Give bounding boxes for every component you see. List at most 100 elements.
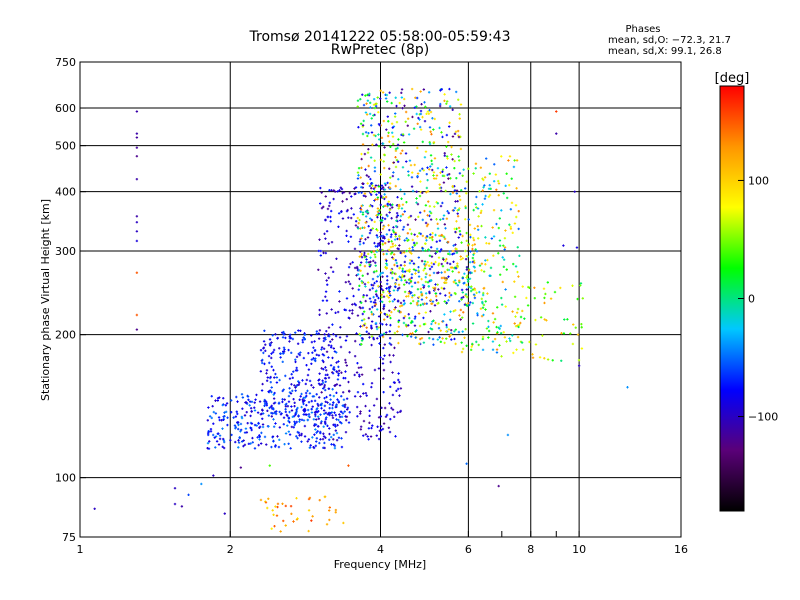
data-point: [436, 283, 439, 286]
data-point: [436, 167, 440, 170]
data-point: [230, 399, 233, 402]
data-point: [323, 232, 326, 236]
data-point: [435, 218, 438, 221]
data-point: [579, 284, 582, 287]
data-point: [350, 195, 353, 198]
data-point: [394, 258, 398, 262]
data-point: [312, 446, 316, 450]
data-point: [359, 250, 362, 253]
data-point: [387, 296, 390, 299]
data-point: [421, 167, 424, 170]
data-point: [416, 202, 420, 206]
data-point: [525, 296, 528, 300]
data-point: [378, 273, 382, 277]
data-point: [320, 206, 324, 210]
data-point: [381, 186, 385, 189]
data-point: [464, 218, 467, 221]
data-point: [359, 176, 362, 179]
data-point: [325, 523, 329, 526]
data-point: [372, 133, 376, 137]
data-point: [404, 279, 407, 282]
data-point: [454, 342, 457, 346]
data-point: [270, 404, 273, 408]
data-point: [327, 356, 330, 359]
data-point: [327, 376, 331, 379]
data-point: [407, 313, 410, 316]
data-point: [306, 418, 310, 422]
data-point: [431, 231, 434, 235]
data-point: [440, 88, 444, 91]
data-point: [301, 341, 305, 344]
data-point: [379, 173, 382, 176]
data-point: [372, 250, 376, 253]
data-point: [330, 435, 333, 439]
data-point: [484, 308, 487, 311]
data-point: [413, 293, 416, 297]
data-point: [559, 286, 562, 290]
data-point: [359, 334, 362, 337]
data-point: [430, 133, 433, 136]
data-point: [481, 337, 485, 341]
data-point: [310, 399, 313, 403]
data-point: [396, 387, 400, 391]
data-point: [431, 238, 434, 242]
data-point: [385, 100, 389, 103]
data-point: [239, 466, 243, 469]
data-point: [335, 351, 338, 354]
data-point: [466, 280, 470, 283]
data-point: [403, 97, 406, 101]
data-point: [403, 264, 406, 267]
data-point: [380, 219, 383, 222]
data-point: [473, 261, 476, 264]
data-point: [281, 331, 284, 334]
data-point: [395, 211, 399, 215]
y-tick-label: 600: [55, 102, 76, 115]
data-point: [405, 295, 408, 298]
data-point: [360, 237, 363, 240]
data-point: [274, 445, 277, 448]
data-point: [365, 326, 368, 329]
data-point: [274, 422, 277, 425]
data-point: [348, 351, 351, 354]
data-point: [313, 411, 317, 414]
data-point: [311, 395, 315, 398]
data-point: [454, 200, 457, 203]
data-point: [135, 230, 139, 233]
data-point: [378, 241, 381, 245]
data-point: [383, 241, 387, 245]
data-point: [364, 391, 368, 395]
data-point: [438, 336, 441, 339]
data-point: [265, 369, 269, 372]
data-point: [340, 421, 343, 425]
data-point: [267, 414, 271, 417]
data-point: [345, 297, 349, 300]
data-point: [300, 440, 303, 443]
data-point: [369, 217, 372, 220]
data-point: [446, 140, 450, 144]
data-point: [379, 415, 383, 418]
data-point: [405, 281, 408, 284]
data-point: [472, 238, 476, 242]
data-point: [303, 424, 307, 428]
data-point: [173, 487, 177, 490]
data-point: [316, 402, 319, 406]
data-point: [330, 443, 333, 446]
data-point: [405, 200, 408, 204]
data-point: [459, 198, 462, 202]
data-point: [293, 384, 296, 387]
data-point: [354, 339, 357, 343]
data-point: [234, 427, 237, 430]
data-point: [344, 361, 348, 364]
data-point: [326, 373, 329, 377]
data-point: [307, 438, 311, 441]
data-point: [359, 425, 363, 428]
data-point: [487, 336, 490, 339]
data-point: [454, 130, 458, 133]
data-points: [93, 87, 629, 533]
data-point: [278, 378, 281, 382]
data-point: [377, 416, 381, 419]
data-point: [325, 312, 328, 315]
data-point: [429, 130, 432, 133]
data-point: [431, 300, 435, 303]
data-point: [394, 147, 398, 151]
